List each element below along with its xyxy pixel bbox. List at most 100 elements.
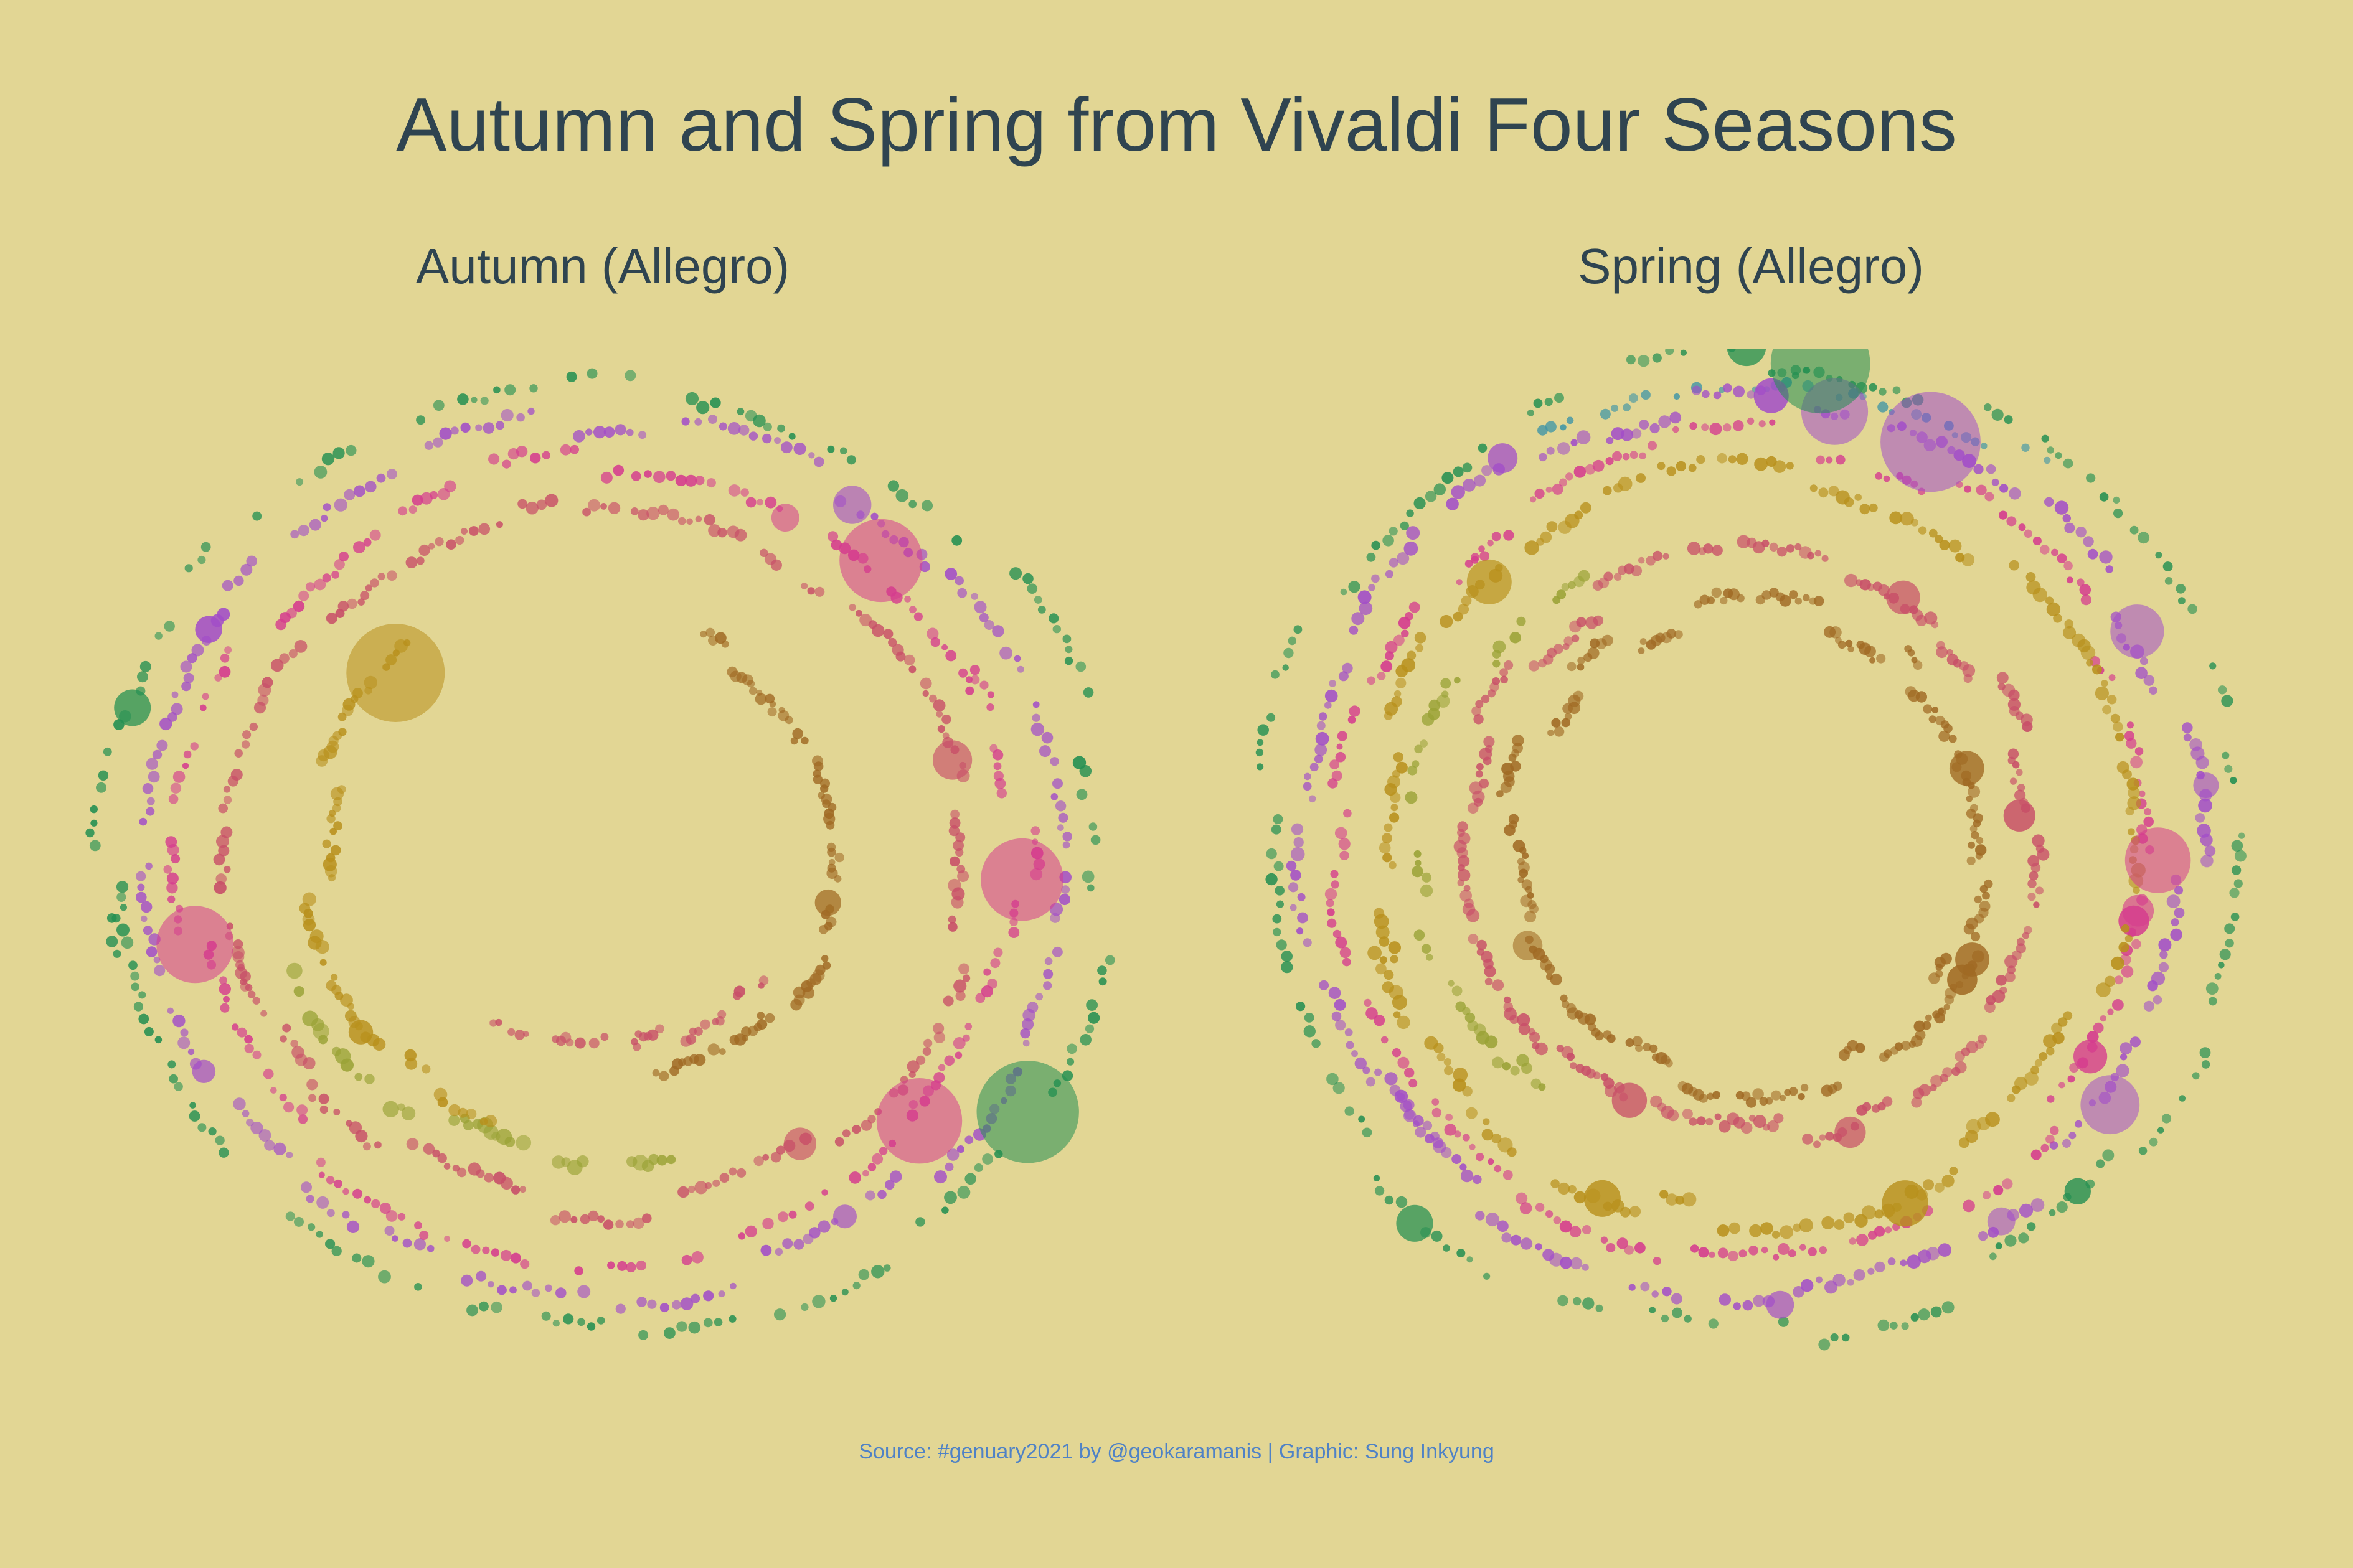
note-point — [378, 1270, 391, 1284]
note-point — [782, 1238, 793, 1249]
note-point — [685, 474, 697, 487]
note-point — [1666, 466, 1676, 476]
note-point — [707, 1043, 720, 1056]
note-point — [2037, 848, 2050, 861]
note-point — [288, 649, 298, 659]
note-point — [1819, 1246, 1827, 1254]
note-point — [2030, 863, 2041, 873]
note-point — [1688, 464, 1697, 472]
note-point — [1510, 761, 1521, 772]
spring-subtitle: Spring (Allegro) — [1578, 238, 1924, 294]
note-point — [1518, 1023, 1530, 1035]
note-point — [2229, 888, 2240, 898]
note-point — [2149, 686, 2157, 695]
note-point — [219, 1147, 229, 1158]
note-point — [2134, 747, 2144, 756]
autumn-polar-plot — [25, 349, 1183, 1394]
note-point — [1798, 1093, 1805, 1101]
note-point — [1665, 349, 1674, 355]
note-point — [1424, 1036, 1438, 1050]
note-point — [1527, 892, 1534, 899]
note-point — [306, 1195, 314, 1203]
note-point — [334, 1179, 342, 1188]
note-point — [929, 694, 937, 703]
note-point — [1421, 944, 1431, 954]
note-point — [1358, 1115, 1365, 1123]
note-point — [819, 925, 828, 934]
note-point — [1425, 1134, 1435, 1143]
note-point — [1561, 718, 1571, 728]
note-point — [1097, 965, 1107, 975]
note-point — [333, 1109, 341, 1115]
note-point — [1009, 567, 1022, 580]
note-point — [1511, 1234, 1522, 1246]
note-point — [867, 1163, 877, 1171]
note-point — [1593, 615, 1604, 626]
note-point — [2004, 955, 2018, 969]
note-point — [1374, 1068, 1382, 1076]
note-point — [1821, 555, 1829, 562]
note-point — [1389, 558, 1398, 568]
note-point — [1008, 927, 1020, 938]
note-point — [424, 441, 434, 450]
note-point — [1374, 1186, 1385, 1196]
note-point — [550, 1215, 561, 1226]
note-point — [1476, 763, 1484, 771]
note-point — [770, 1152, 781, 1163]
note-point — [1512, 735, 1524, 747]
note-point — [1573, 1297, 1582, 1306]
note-point — [2111, 956, 2124, 970]
note-point — [1487, 539, 1494, 547]
note-point — [2120, 1042, 2133, 1055]
note-point — [1662, 553, 1669, 560]
note-point — [574, 1266, 583, 1275]
note-point — [214, 881, 227, 894]
note-point — [1050, 793, 1059, 800]
note-point — [1626, 355, 1636, 365]
note-point — [234, 749, 243, 758]
note-point — [1520, 1237, 1533, 1250]
note-point — [953, 1037, 966, 1049]
note-point — [631, 471, 641, 481]
note-point — [567, 1160, 583, 1175]
note-point — [116, 923, 130, 937]
note-point — [936, 710, 943, 718]
note-point — [1979, 885, 1988, 893]
note-point — [733, 991, 742, 1000]
note-point — [2199, 789, 2212, 802]
note-point — [1459, 1163, 1467, 1171]
note-point — [273, 1142, 286, 1156]
note-point — [420, 492, 433, 505]
note-point — [559, 1210, 571, 1223]
note-point — [1629, 1206, 1641, 1218]
note-point — [1454, 677, 1461, 684]
note-point — [1014, 655, 1021, 662]
note-point — [1758, 420, 1766, 428]
note-point — [1666, 629, 1677, 639]
note-point — [1882, 1180, 1928, 1227]
note-point — [1318, 712, 1327, 721]
note-point — [1098, 977, 1107, 986]
note-point — [1582, 1225, 1591, 1234]
note-point — [631, 1038, 638, 1046]
note-point — [1524, 540, 1539, 555]
note-point — [1441, 1147, 1452, 1158]
note-point — [955, 832, 966, 843]
note-point — [484, 1173, 494, 1183]
note-point — [738, 1232, 746, 1240]
note-point — [1540, 531, 1552, 543]
note-point — [694, 418, 702, 426]
note-point — [1389, 861, 1397, 870]
note-point — [1408, 1079, 1418, 1088]
note-point — [1699, 594, 1710, 605]
note-point — [223, 995, 230, 1003]
note-point — [2003, 799, 2035, 832]
note-point — [369, 529, 381, 541]
note-point — [290, 530, 299, 539]
note-point — [1530, 496, 1537, 503]
note-point — [1963, 674, 1973, 683]
note-point — [1869, 657, 1876, 664]
note-point — [1390, 804, 1398, 812]
note-point — [1395, 761, 1408, 774]
note-point — [199, 704, 207, 711]
